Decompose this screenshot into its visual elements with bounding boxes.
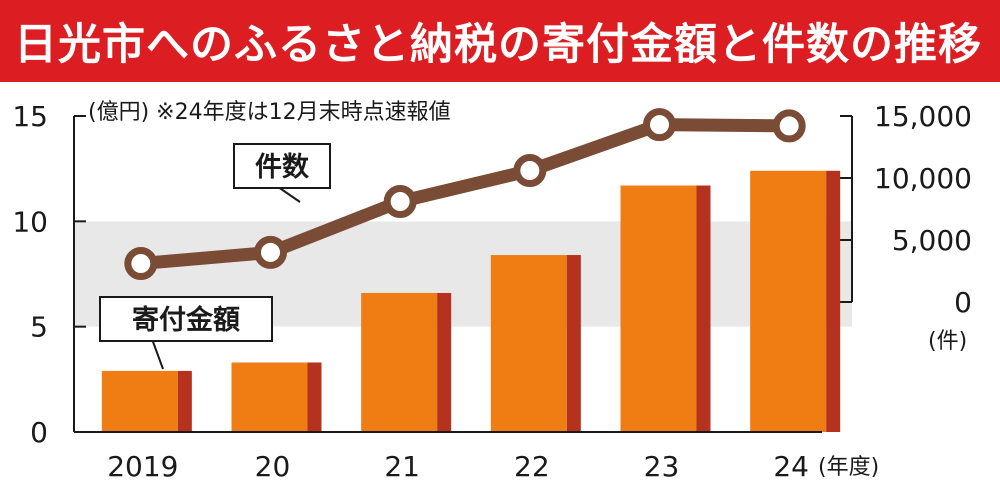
right-tick-label: 15,000 <box>874 100 972 133</box>
bar-side <box>826 170 841 433</box>
x-tick-label: 23 <box>644 450 680 483</box>
chart-title: 日光市へのふるさと納税の寄付金額と件数の推移 <box>14 20 982 70</box>
legend-bar-label: 寄付金額 <box>132 304 240 336</box>
bar-side <box>566 255 581 432</box>
count-point <box>513 154 547 188</box>
bar-side <box>307 362 322 432</box>
left-tick-label: 0 <box>30 416 48 449</box>
legend-bar-callout: 寄付金額 <box>99 296 273 370</box>
bar <box>101 370 178 432</box>
bar <box>750 170 827 433</box>
count-line-path <box>134 118 796 271</box>
bar <box>231 362 308 432</box>
count-point <box>643 108 676 142</box>
x-axis: 2019 20 21 22 23 24 <box>74 431 822 483</box>
bars <box>101 170 841 433</box>
x-tick-label: 21 <box>384 450 420 483</box>
bar-side <box>696 185 711 432</box>
grid-band <box>74 116 852 222</box>
grid-band <box>74 326 852 432</box>
legend-line-label: 件数 <box>255 152 310 183</box>
chart: 15 10 5 0 15,000 10,000 5,000 0 2019 20 21 22 23 24… <box>12 100 972 483</box>
x-unit-label: (年度) <box>818 455 879 480</box>
right-axis: 15,000 10,000 5,000 0 <box>840 100 972 319</box>
count-point <box>254 235 287 269</box>
bar-side <box>437 292 452 432</box>
count-line <box>124 108 806 281</box>
right-tick-label: 5,000 <box>892 224 972 257</box>
legend-line-callout: 件数 <box>233 143 331 203</box>
count-point <box>124 247 158 281</box>
bar <box>620 185 697 432</box>
right-tick-label: 10,000 <box>874 162 972 195</box>
left-axis: 15 10 5 0 <box>12 100 86 449</box>
right-tick-label: 0 <box>954 286 972 319</box>
count-point <box>383 185 417 219</box>
left-tick-label: 15 <box>12 100 48 133</box>
x-tick-label: 2019 <box>107 450 178 483</box>
bar-side <box>177 370 192 432</box>
right-axis-unit: (件) <box>928 329 967 354</box>
left-tick-label: 10 <box>12 205 48 238</box>
chart-note: (億円) ※24年度は12月末時点速報値 <box>88 100 451 125</box>
count-point <box>772 109 806 143</box>
bar <box>490 255 567 432</box>
x-tick-label: 20 <box>255 450 291 483</box>
bar <box>361 292 438 432</box>
x-tick-label: 22 <box>514 450 550 483</box>
plot-bands <box>74 116 852 432</box>
title-bar: 日光市へのふるさと納税の寄付金額と件数の推移 <box>0 0 1000 82</box>
x-tick-label: 24 <box>773 450 809 483</box>
left-tick-label: 5 <box>30 311 48 344</box>
